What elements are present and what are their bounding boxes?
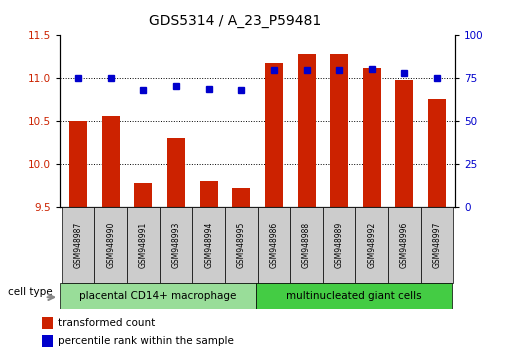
Bar — [256, 283, 452, 309]
Text: GSM948989: GSM948989 — [335, 222, 344, 268]
Bar — [62, 207, 95, 283]
Bar — [160, 207, 192, 283]
Bar — [42, 335, 53, 347]
Bar — [428, 99, 446, 207]
Text: percentile rank within the sample: percentile rank within the sample — [58, 336, 233, 346]
Text: GSM948986: GSM948986 — [269, 222, 278, 268]
Bar — [69, 121, 87, 207]
Bar — [257, 207, 290, 283]
Bar — [232, 188, 250, 207]
Text: GSM948993: GSM948993 — [172, 222, 180, 268]
Text: GSM948991: GSM948991 — [139, 222, 148, 268]
Bar — [42, 317, 53, 329]
Bar — [395, 80, 413, 207]
Bar — [225, 207, 257, 283]
Text: transformed count: transformed count — [58, 318, 155, 328]
Bar — [95, 207, 127, 283]
Text: GSM948997: GSM948997 — [433, 222, 441, 268]
Bar — [323, 207, 356, 283]
Text: GSM948990: GSM948990 — [106, 222, 115, 268]
Text: GSM948988: GSM948988 — [302, 222, 311, 268]
Bar — [102, 116, 120, 207]
Bar — [167, 138, 185, 207]
Bar — [134, 183, 152, 207]
Text: GSM948987: GSM948987 — [74, 222, 83, 268]
Bar — [60, 283, 256, 309]
Text: placental CD14+ macrophage: placental CD14+ macrophage — [79, 291, 237, 301]
Text: GSM948992: GSM948992 — [367, 222, 376, 268]
Bar — [192, 207, 225, 283]
Bar — [265, 63, 283, 207]
Bar — [127, 207, 160, 283]
Text: multinucleated giant cells: multinucleated giant cells — [286, 291, 422, 301]
Bar — [290, 207, 323, 283]
Text: cell type: cell type — [8, 287, 53, 297]
Text: GSM948994: GSM948994 — [204, 222, 213, 268]
Bar — [298, 54, 315, 207]
Bar — [356, 207, 388, 283]
Text: GDS5314 / A_23_P59481: GDS5314 / A_23_P59481 — [149, 14, 322, 28]
Bar — [363, 68, 381, 207]
Text: GSM948995: GSM948995 — [237, 222, 246, 268]
Bar — [330, 54, 348, 207]
Bar — [200, 181, 218, 207]
Bar — [388, 207, 420, 283]
Bar — [420, 207, 453, 283]
Text: GSM948996: GSM948996 — [400, 222, 409, 268]
